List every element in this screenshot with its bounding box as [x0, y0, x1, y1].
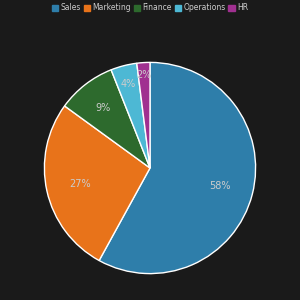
Wedge shape: [64, 70, 150, 168]
Text: 27%: 27%: [69, 179, 91, 189]
Text: 2%: 2%: [136, 70, 152, 80]
Wedge shape: [44, 106, 150, 260]
Text: 58%: 58%: [209, 181, 230, 191]
Wedge shape: [137, 62, 150, 168]
Text: 9%: 9%: [96, 103, 111, 113]
Text: 4%: 4%: [121, 79, 136, 89]
Legend: Sales, Marketing, Finance, Operations, HR: Sales, Marketing, Finance, Operations, H…: [49, 0, 251, 15]
Wedge shape: [111, 63, 150, 168]
Wedge shape: [99, 62, 256, 274]
